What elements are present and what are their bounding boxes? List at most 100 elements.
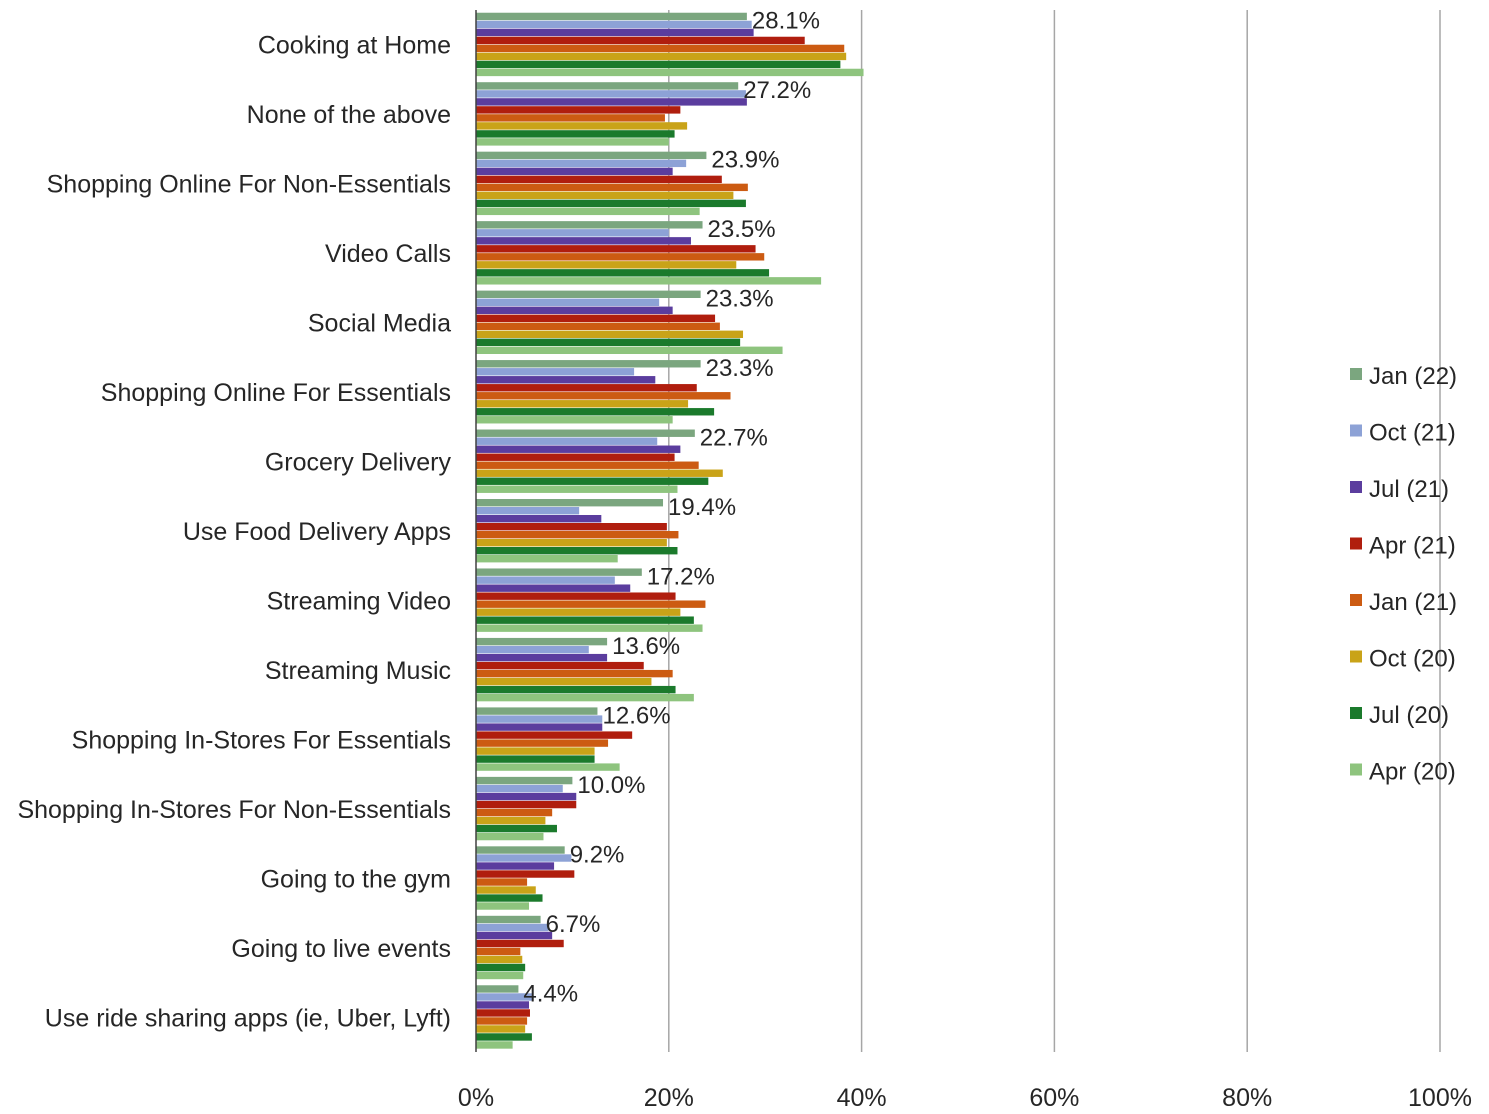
bar [476,430,695,437]
bar [476,408,714,415]
bar [476,948,520,955]
legend-swatch [1350,481,1362,493]
bar [476,221,703,228]
bar [476,646,589,653]
bar [476,499,663,506]
bar [476,678,651,685]
bar [476,200,746,207]
bar [476,515,601,522]
gridlines [669,10,1440,1052]
data-label: 10.0% [577,772,645,799]
bar [476,323,720,330]
bar [476,654,607,661]
category-label: Shopping In-Stores For Non-Essentials [17,796,451,824]
data-label: 6.7% [546,911,601,938]
bar [476,245,756,252]
data-label: 17.2% [647,564,715,591]
bar [476,470,723,477]
bar [476,478,708,485]
legend-label: Apr (20) [1369,759,1456,786]
legend-label: Jul (20) [1369,702,1449,729]
bar [476,592,676,599]
data-label: 12.6% [603,702,671,729]
bar [476,531,678,538]
data-label: 28.1% [752,8,820,35]
x-tick-label: 0% [458,1084,494,1112]
bar [476,486,677,493]
data-label: 19.4% [668,494,736,521]
bar [476,347,783,354]
bar [476,894,543,901]
bar [476,1017,527,1024]
data-label: 9.2% [570,841,625,868]
bar [476,694,694,701]
category-label: None of the above [247,101,451,129]
bar [476,400,688,407]
data-label: 22.7% [700,425,768,452]
data-label: 4.4% [523,980,578,1007]
bar [476,192,733,199]
category-label: Social Media [308,310,451,338]
bar [476,168,673,175]
category-label: Going to live events [231,935,451,963]
legend-label: Jan (21) [1369,589,1457,616]
bar [476,825,557,832]
bar [476,21,752,28]
category-label: Streaming Video [267,588,451,616]
bar [476,130,675,137]
bar [476,454,675,461]
bar [476,523,667,530]
x-tick-label: 60% [1029,1084,1079,1112]
bar [476,817,545,824]
bar [476,98,747,105]
bar [476,747,595,754]
bar [476,315,715,322]
bar [476,902,529,909]
bars [476,13,864,1049]
legend-swatch [1350,707,1362,719]
category-label: Cooking at Home [258,32,451,60]
bar [476,638,607,645]
bar [476,600,705,607]
bar [476,862,554,869]
bar [476,90,746,97]
bar [476,854,571,861]
bar [476,878,527,885]
bar [476,237,691,244]
bar [476,608,680,615]
category-label: Shopping Online For Essentials [101,379,451,407]
bar [476,686,676,693]
bar [476,662,644,669]
category-label: Grocery Delivery [265,449,452,477]
bar [476,360,701,367]
bar [476,576,615,583]
bar [476,624,703,631]
bar [476,106,680,113]
bar [476,37,805,44]
legend-label: Jul (21) [1369,476,1449,503]
bar [476,555,618,562]
bar [476,114,665,121]
legend-label: Apr (21) [1369,533,1456,560]
legend-swatch [1350,594,1362,606]
x-tick-labels: 0% 20% 40% 60% 80% 100% [458,1084,1472,1112]
category-label: Shopping Online For Non-Essentials [47,171,451,199]
bar [476,438,657,445]
bar [476,539,667,546]
bar [476,69,864,76]
bar [476,801,576,808]
bar [476,384,697,391]
bar [476,568,642,575]
category-label: Streaming Music [265,657,451,685]
bar [476,507,579,514]
bar [476,547,677,554]
bar [476,964,525,971]
bar [476,731,632,738]
bar [476,1041,513,1048]
legend: Jan (22)Oct (21)Jul (21)Apr (21)Jan (21)… [1350,363,1457,786]
legend-label: Oct (20) [1369,646,1456,673]
bar [476,229,669,236]
bar [476,886,536,893]
data-label: 23.3% [706,355,774,382]
